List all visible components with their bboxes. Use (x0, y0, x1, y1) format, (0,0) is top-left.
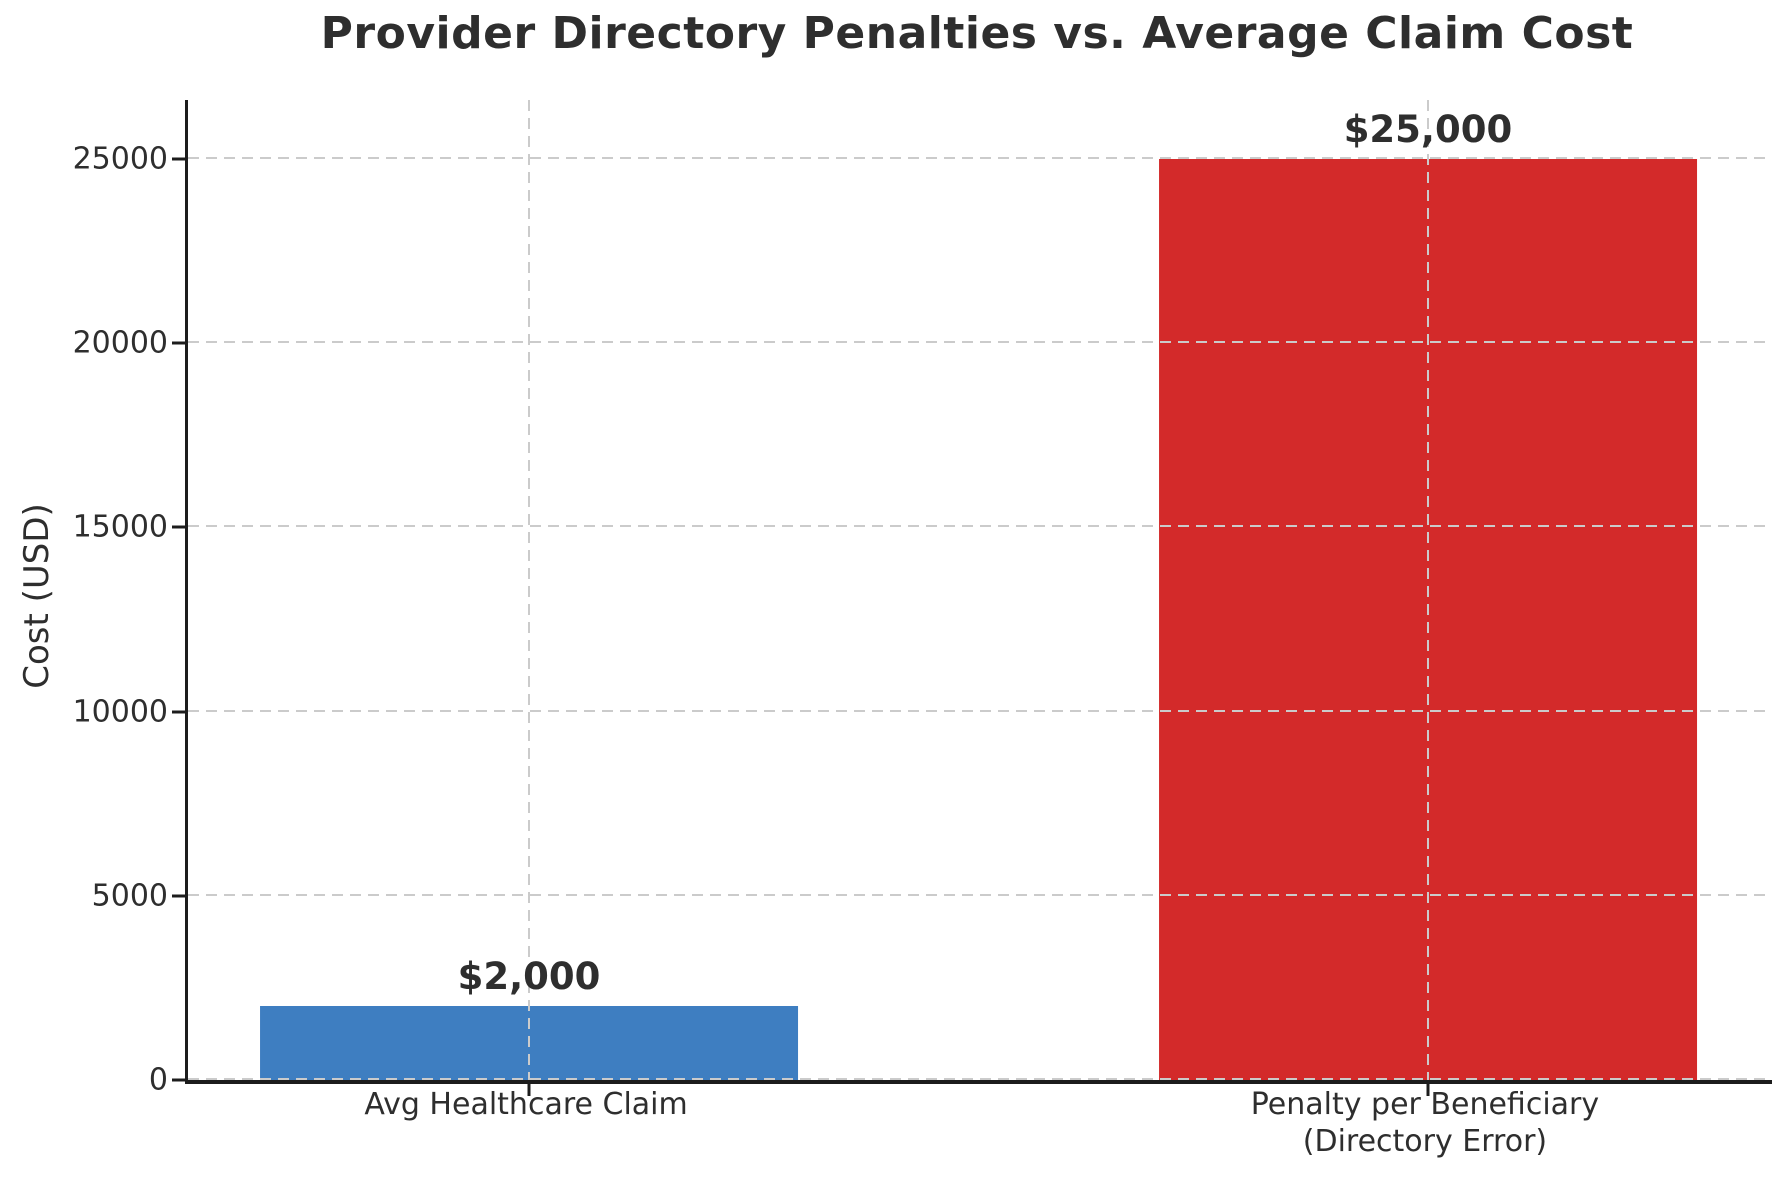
gridline-vertical (528, 100, 531, 1080)
y-tick-label: 15000 (72, 509, 168, 545)
gridline-horizontal (188, 1078, 1772, 1080)
y-tick-mark (172, 341, 185, 345)
y-tick-mark (172, 157, 185, 161)
gridline-horizontal (188, 156, 1772, 159)
gridline-vertical (1426, 100, 1429, 1080)
x-tick-label-line: (Directory Error) (1302, 1124, 1548, 1159)
y-tick-label: 0 (148, 1062, 168, 1098)
y-tick-mark (172, 1078, 185, 1082)
y-tick-label: 20000 (72, 325, 168, 361)
y-tick-mark (172, 710, 185, 714)
x-tick-label-avg-claim: Avg Healthcare Claim (364, 1086, 687, 1123)
chart-title: Provider Directory Penalties vs. Average… (320, 8, 1634, 59)
x-tick-label-line: Penalty per Beneficiary (1250, 1087, 1600, 1122)
x-tick-mark (527, 1084, 531, 1096)
y-tick-mark (172, 525, 185, 529)
x-tick-mark (1426, 1084, 1430, 1096)
x-tick-label-line: Avg Healthcare Claim (364, 1087, 688, 1122)
y-tick-label: 10000 (72, 694, 168, 730)
plot-area: $2,000 $25,000 (185, 100, 1772, 1096)
y-axis-tick-marks (172, 100, 185, 1082)
bar-value-label-penalty: $25,000 (1343, 107, 1513, 151)
y-tick-label: 25000 (72, 141, 168, 177)
gridline-horizontal (188, 709, 1772, 712)
y-tick-mark (172, 894, 185, 898)
y-axis-tick-labels: 0 5000 10000 15000 20000 25000 (0, 100, 168, 1097)
gridline-horizontal (188, 525, 1772, 528)
gridline-horizontal (188, 893, 1772, 896)
y-tick-label: 5000 (91, 878, 168, 914)
gridline-horizontal (188, 341, 1772, 344)
bar-value-label-avg-claim: $2,000 (457, 955, 601, 999)
x-tick-label-penalty: Penalty per Beneficiary (Directory Error… (1251, 1086, 1599, 1160)
